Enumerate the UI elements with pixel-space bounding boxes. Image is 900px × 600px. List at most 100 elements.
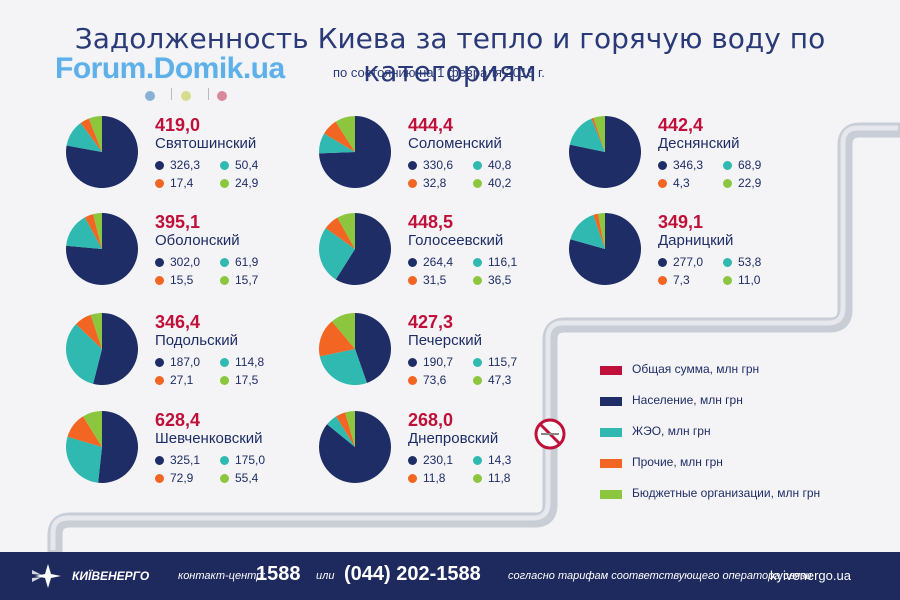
pie-slice-zheo [66,324,102,384]
district-total: 349,1 [658,212,704,232]
series-dot-icon [723,258,732,267]
pie-slice-zheo [570,214,605,249]
series-dot-icon [473,276,482,285]
value-label: 277,0 [673,255,704,269]
legend-label: ЖЭО, млн грн [632,424,711,438]
pie-slice-budget [93,213,102,249]
value-zheo: 116,1 [473,255,517,269]
legend-swatch [600,459,622,468]
series-dot-icon [220,376,229,385]
value-zheo: 175,0 [220,453,265,467]
district-2: 444,4 Соломенский 330,6 40,8 32,8 40,2 [318,115,558,210]
pie-slice-budget [335,116,355,152]
pie-slice-other [324,121,355,152]
value-population: 187,0 [155,355,200,369]
value-label: 40,2 [488,176,512,190]
value-label: 330,6 [423,158,454,172]
series-dot-icon [473,376,482,385]
district-pie [66,313,138,385]
value-population: 277,0 [658,255,703,269]
district-name: Деснянский [658,135,740,152]
value-label: 11,8 [488,471,511,485]
series-dot-icon [408,258,417,267]
district-1: 419,0 Святошинский 326,3 50,4 17,4 24,9 [65,115,305,210]
pie-slice-budget [331,313,355,349]
pie-slice-zheo [319,228,355,280]
value-zheo: 14,3 [473,453,511,467]
district-name: Печерский [408,332,482,349]
legend-label: Прочие, млн грн [632,455,723,469]
district-7: 346,4 Подольский 187,0 114,8 27,1 17,5 [65,312,305,407]
contact-label: контакт-центр: [178,570,266,582]
legend-swatch [600,366,622,375]
pie-slice-zheo [327,416,355,447]
pie-slice-zheo [66,123,102,152]
value-zheo: 50,4 [220,158,258,172]
value-label: 115,7 [488,355,518,369]
district-name: Святошинский [155,135,257,152]
value-label: 190,7 [423,355,454,369]
value-label: 11,8 [423,471,446,485]
series-dot-icon [473,258,482,267]
value-other: 7,3 [658,273,690,287]
value-population: 264,4 [408,255,453,269]
legend-label: Население, млн грн [632,393,743,407]
series-dot-icon [723,161,732,170]
district-6: 349,1 Дарницкий 277,0 53,8 7,3 11,0 [568,212,808,307]
value-label: 36,5 [488,273,512,287]
pie-slice-other [319,321,355,357]
value-label: 346,3 [673,158,704,172]
district-total: 628,4 [155,410,201,430]
series-dot-icon [220,276,229,285]
value-label: 11,0 [738,273,761,287]
pie-slice-other [67,416,102,447]
value-label: 116,1 [488,255,518,269]
kyivenergo-logo-icon [32,564,61,588]
value-other: 32,8 [408,176,446,190]
value-population: 230,1 [408,453,453,467]
series-dot-icon [473,161,482,170]
district-pie [319,411,391,483]
pie-slice-zheo [66,436,102,483]
tariff-note: согласно тарифам соответствующего операт… [508,570,812,582]
value-population: 326,3 [155,158,200,172]
value-other: 27,1 [155,373,193,387]
series-dot-icon [473,456,482,465]
value-budget: 47,3 [473,373,511,387]
series-dot-icon [408,179,417,188]
value-label: 68,9 [738,158,762,172]
decor-dots [145,88,253,106]
pie-slice-other [75,314,102,349]
site-link[interactable]: kyivenergo.ua [770,568,851,583]
series-dot-icon [658,276,667,285]
district-total: 419,0 [155,115,201,135]
value-label: 27,1 [170,373,194,387]
value-label: 230,1 [423,453,454,467]
district-name: Голосеевский [408,232,504,249]
series-dot-icon [220,161,229,170]
value-budget: 15,7 [220,273,258,287]
legend-item: ЖЭО, млн грн [600,424,900,444]
pie-slice-budget [337,213,355,249]
value-label: 32,8 [423,176,447,190]
district-pie [66,411,139,483]
pie-slice-other [593,213,605,249]
value-population: 346,3 [658,158,703,172]
value-other: 17,4 [155,176,193,190]
footer: КИЇВЕНЕРГО контакт-центр: 1588 или (044)… [0,552,900,600]
value-zheo: 115,7 [473,355,517,369]
value-label: 73,6 [423,373,447,387]
value-label: 24,9 [235,176,259,190]
value-zheo: 114,8 [220,355,264,369]
value-label: 22,9 [738,176,762,190]
value-other: 11,8 [408,471,445,485]
value-budget: 24,9 [220,176,258,190]
value-other: 73,6 [408,373,446,387]
pie-slice-other [325,217,355,249]
legend-label: Общая сумма, млн грн [632,362,760,376]
value-zheo: 68,9 [723,158,761,172]
value-population: 190,7 [408,355,453,369]
district-pie [319,313,391,385]
value-label: 61,9 [235,255,259,269]
